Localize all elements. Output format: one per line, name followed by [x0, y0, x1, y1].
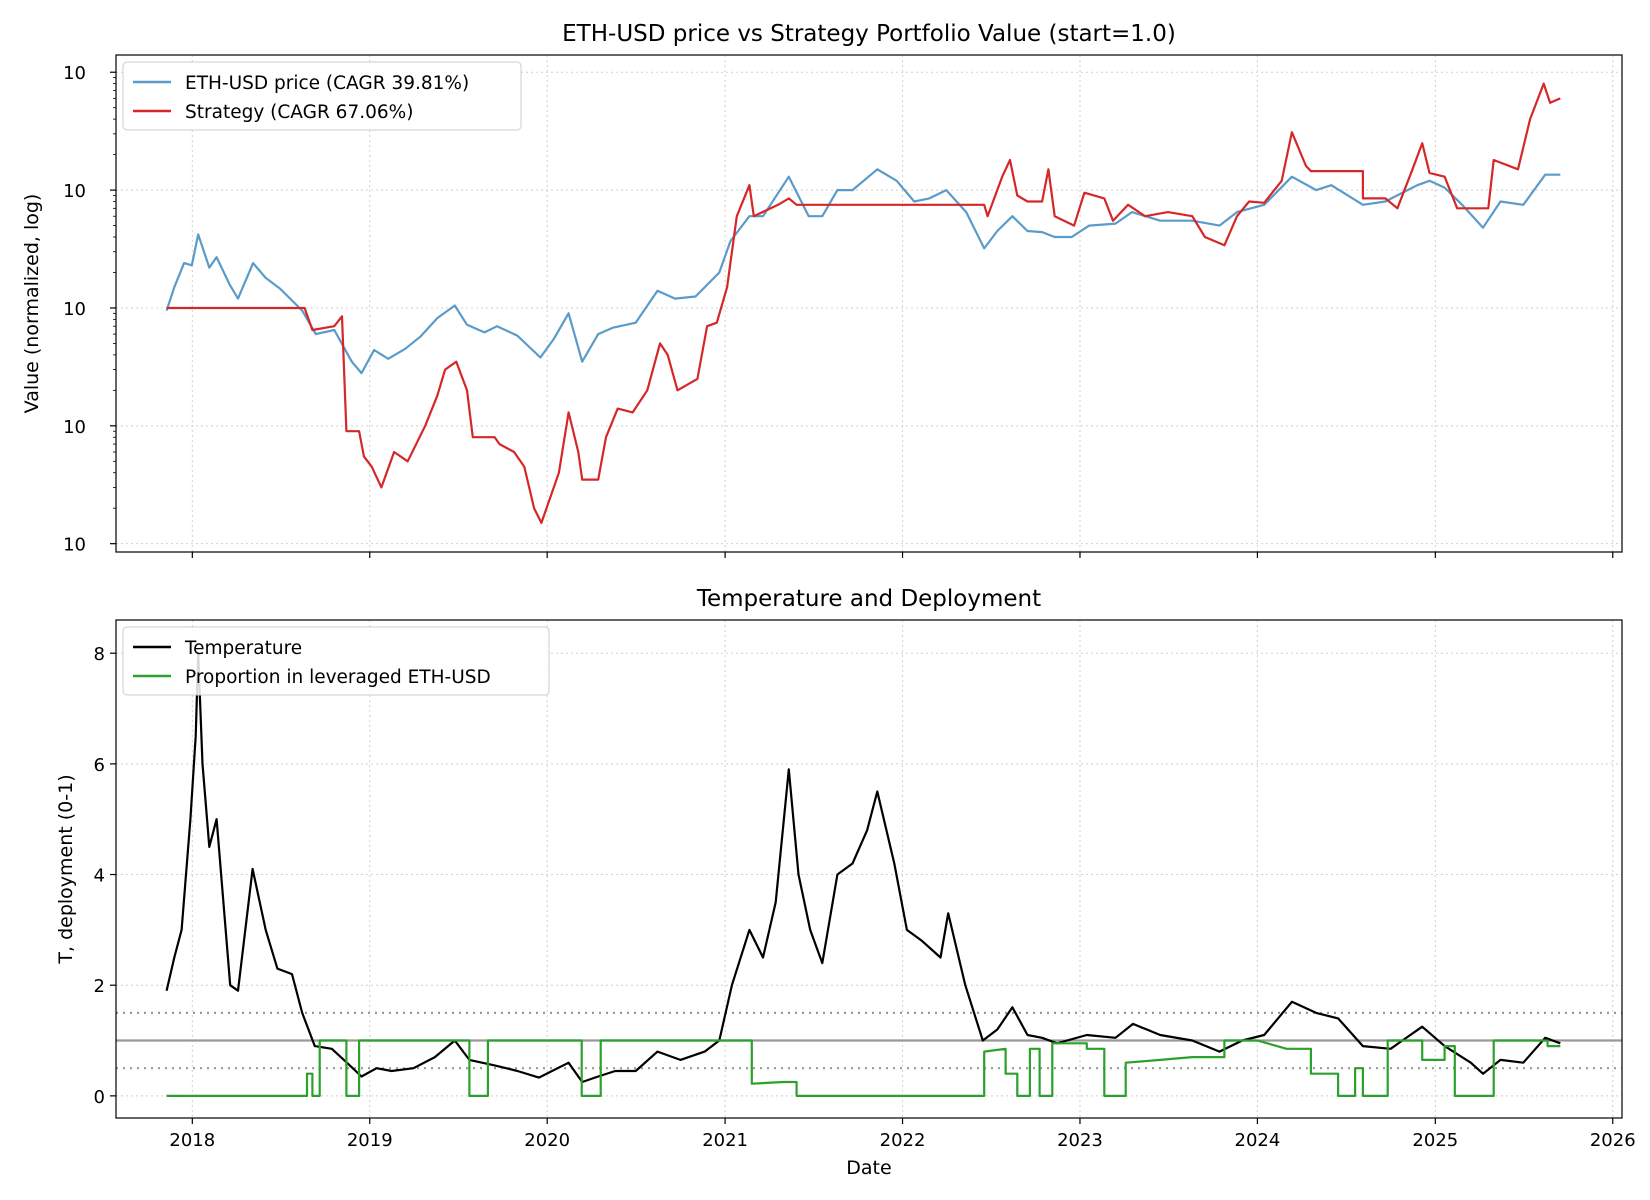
top-y-axis-label: Value (normalized, log) [21, 194, 43, 414]
legend-label-deployment: Proportion in leveraged ETH-USD [185, 667, 491, 688]
top-y-ticks: 10−210−1100101102 [63, 63, 116, 556]
eth-price-line [165, 168, 1561, 375]
bottom-x-tick-label: 2022 [880, 1130, 926, 1151]
bottom-x-tick-label: 2019 [347, 1130, 393, 1151]
bottom-x-tick-label: 2026 [1590, 1130, 1636, 1151]
strategy-line [166, 82, 1561, 524]
top-axes-frame [115, 54, 1623, 553]
price-vs-strategy-panel: ETH-USD price vs Strategy Portfolio Valu… [21, 21, 1623, 558]
top-y-tick-label: 10 [63, 299, 86, 320]
bottom-x-axis-label: Date [846, 1157, 891, 1179]
bottom-x-tick-label: 2020 [524, 1130, 570, 1151]
top-series-lines [165, 82, 1561, 524]
bottom-y-axis-label: T, deployment (0-1) [55, 774, 77, 964]
bottom-axes-frame [115, 619, 1623, 1119]
temperature-line [165, 652, 1561, 1084]
bottom-legend: Temperature Proportion in leveraged ETH-… [122, 626, 550, 696]
bottom-y-ticks: 0 2 4 6 8 [94, 644, 116, 1108]
top-legend-box [122, 61, 522, 131]
bottom-y-tick-label: 6 [94, 755, 105, 776]
bottom-chart-title: Temperature and Deployment [696, 586, 1041, 612]
legend-label-temperature: Temperature [184, 638, 302, 659]
bottom-x-ticks: 2018 2019 2020 2021 2022 2023 2024 2025 2026 [169, 1118, 1636, 1151]
bottom-y-tick-label: 8 [94, 644, 105, 665]
bottom-x-tick-label: 2018 [169, 1130, 215, 1151]
bottom-y-tick-label: 0 [94, 1087, 105, 1108]
bottom-series-lines [165, 652, 1561, 1097]
top-y-tick-label: 10 [63, 535, 86, 556]
top-y-tick-label: 10 [63, 181, 86, 202]
legend-label-eth-price: ETH-USD price (CAGR 39.81%) [185, 73, 469, 94]
top-y-tick-label: 10 [63, 63, 86, 84]
temperature-deployment-panel: Temperature and Deployment 2018 2019 2020 2… [55, 586, 1636, 1179]
bottom-y-tick-label: 2 [94, 976, 105, 997]
legend-label-strategy: Strategy (CAGR 67.06%) [185, 102, 413, 123]
bottom-x-tick-label: 2024 [1235, 1130, 1281, 1151]
deployment-line [166, 1039, 1561, 1097]
bottom-legend-box [122, 626, 550, 696]
bottom-x-tick-label: 2023 [1057, 1130, 1103, 1151]
bottom-x-tick-label: 2025 [1412, 1130, 1458, 1151]
top-x-ticks [191, 552, 1614, 558]
bottom-y-tick-label: 4 [94, 866, 105, 887]
top-y-tick-label: 10 [63, 417, 86, 438]
bottom-x-tick-label: 2021 [702, 1130, 748, 1151]
top-chart-title: ETH-USD price vs Strategy Portfolio Valu… [562, 21, 1176, 47]
top-legend: ETH-USD price (CAGR 39.81%) Strategy (CA… [122, 61, 522, 131]
